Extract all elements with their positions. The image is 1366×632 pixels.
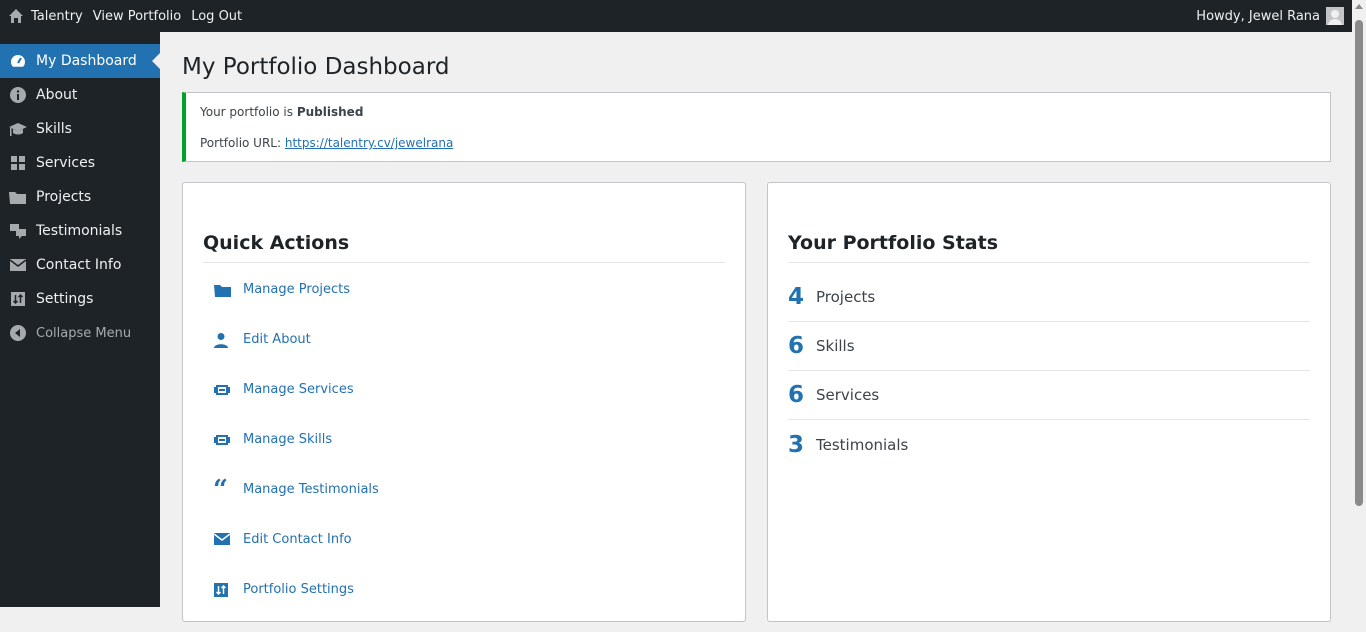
sidebar-label: Projects [36, 189, 92, 205]
sidebar-label: About [36, 87, 78, 103]
sliders-icon [0, 291, 36, 307]
scroll-up-arrow[interactable] [1355, 4, 1363, 9]
howdy-text: Howdy, Jewel Rana [1196, 8, 1320, 24]
chat-icon [0, 222, 36, 240]
stats-title: Your Portfolio Stats [788, 232, 1310, 263]
stat-skills: 6 Skills [788, 322, 1310, 371]
stat-services: 6 Services [788, 371, 1310, 420]
quick-action-manage-services[interactable]: Manage Services [203, 382, 725, 432]
quick-actions-title: Quick Actions [203, 232, 725, 263]
sidebar-label: Services [36, 155, 96, 171]
sidebar-item-dashboard[interactable]: My Dashboard [0, 44, 160, 78]
stat-label: Services [816, 386, 880, 404]
quick-action-manage-projects[interactable]: Manage Projects [203, 282, 725, 332]
publish-notice: Your portfolio is Published Portfolio UR… [182, 92, 1331, 162]
quick-action-label: Portfolio Settings [243, 582, 354, 597]
site-link[interactable]: Talentry [0, 0, 93, 32]
envelope-icon [213, 532, 243, 550]
sidebar-item-services[interactable]: Services [0, 146, 160, 180]
admin-bar: Talentry View Portfolio Log Out Howdy, J… [0, 0, 1352, 32]
stat-value: 4 [788, 284, 805, 310]
sidebar-item-settings[interactable]: Settings [0, 282, 160, 316]
sidebar-label: Testimonials [36, 223, 123, 239]
dashboard-icon [0, 52, 36, 70]
folder-icon [0, 189, 36, 205]
quick-action-label: Manage Projects [243, 282, 351, 297]
sliders-icon [213, 582, 243, 602]
view-portfolio-link[interactable]: View Portfolio [92, 8, 182, 24]
logout-link[interactable]: Log Out [191, 8, 243, 24]
collapse-icon [0, 324, 36, 342]
quick-action-label: Manage Skills [243, 432, 333, 447]
graduation-cap-icon [0, 120, 36, 138]
sidebar-item-skills[interactable]: Skills [0, 112, 160, 146]
url-label: Portfolio URL: [200, 136, 282, 150]
stat-value: 3 [788, 431, 805, 458]
avatar [1326, 7, 1344, 25]
main-content: My Portfolio Dashboard Your portfolio is… [182, 32, 1331, 622]
quick-action-edit-about[interactable]: Edit About [203, 332, 725, 382]
user-icon [213, 332, 243, 352]
quick-action-label: Manage Services [243, 382, 354, 397]
collapse-menu-button[interactable]: Collapse Menu [0, 316, 160, 350]
quick-action-manage-testimonials[interactable]: “ Manage Testimonials [203, 475, 725, 532]
sidebar-label: Skills [36, 121, 72, 137]
sidebar-item-about[interactable]: About [0, 78, 160, 112]
quick-action-edit-contact-info[interactable]: Edit Contact Info [203, 532, 725, 582]
sidebar-label: Contact Info [36, 257, 122, 273]
stat-testimonials: 3 Testimonials [788, 420, 1310, 469]
site-name: Talentry [31, 8, 83, 24]
stat-label: Testimonials [816, 435, 909, 454]
id-card-icon [213, 382, 243, 402]
sidebar-item-contact-info[interactable]: Contact Info [0, 248, 160, 282]
quick-action-label: Manage Testimonials [243, 482, 379, 497]
page-scrollbar[interactable] [1352, 0, 1366, 607]
status-prefix: Your portfolio is [200, 105, 294, 119]
quick-action-portfolio-settings[interactable]: Portfolio Settings [203, 582, 725, 632]
sidebar-item-projects[interactable]: Projects [0, 180, 160, 214]
quick-actions-card: Quick Actions Manage Projects Edit About… [182, 182, 746, 622]
id-card-icon [213, 432, 243, 452]
page-title: My Portfolio Dashboard [182, 54, 450, 80]
stat-label: Skills [816, 337, 855, 355]
quote-icon: “ [213, 475, 228, 505]
portfolio-url-link[interactable]: https://talentry.cv/jewelrana [284, 136, 454, 150]
sidebar-label: Settings [36, 291, 94, 307]
quick-action-manage-skills[interactable]: Manage Skills [203, 432, 725, 482]
stat-value: 6 [788, 333, 805, 359]
envelope-icon [0, 258, 36, 272]
stat-projects: 4 Projects [788, 273, 1310, 322]
stat-value: 6 [788, 382, 805, 408]
home-icon [9, 9, 23, 23]
stat-label: Projects [816, 288, 876, 306]
info-icon [0, 86, 36, 104]
portfolio-stats-card: Your Portfolio Stats 4 Projects 6 Skills 6… [767, 182, 1331, 622]
scrollbar-thumb[interactable] [1355, 20, 1363, 506]
folder-icon [213, 282, 243, 302]
quick-action-label: Edit About [243, 332, 311, 347]
sidebar: My Dashboard About Skills Services Proje… [0, 32, 160, 607]
user-menu[interactable]: Howdy, Jewel Rana [1196, 0, 1344, 32]
grid-icon [0, 155, 36, 171]
sidebar-label: My Dashboard [36, 53, 137, 69]
quick-action-label: Edit Contact Info [243, 532, 352, 547]
status-badge: Published [296, 105, 364, 119]
collapse-label: Collapse Menu [36, 325, 132, 341]
sidebar-item-testimonials[interactable]: Testimonials [0, 214, 160, 248]
